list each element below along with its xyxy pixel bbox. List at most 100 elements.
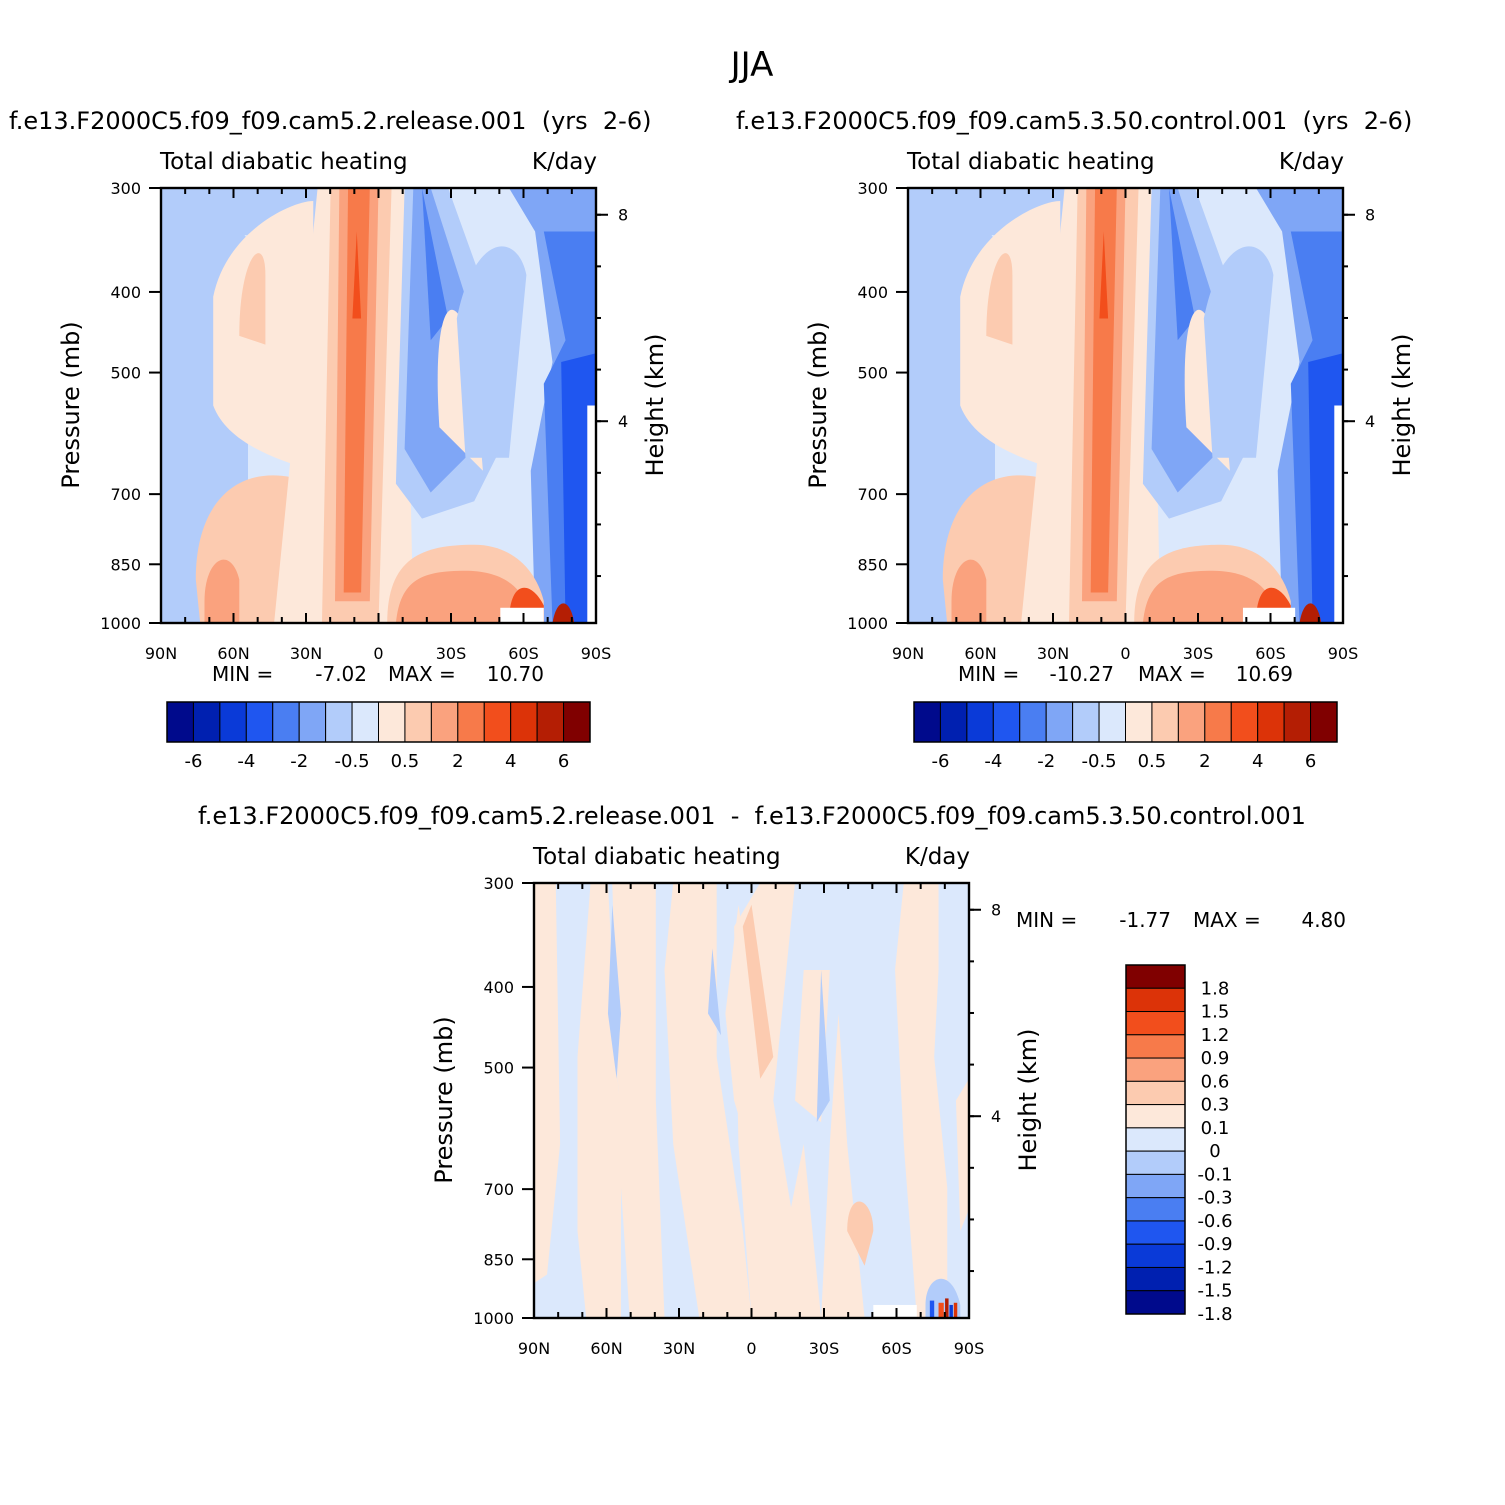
y-axis-label: Pressure (mb) — [57, 321, 85, 488]
colorbar-box — [536, 701, 565, 743]
units-label: K/day — [1279, 149, 1344, 175]
colorbar-box — [1125, 701, 1153, 743]
panel-control-new: f.e13.F2000C5.f09_f09.cam5.3.50.control.… — [736, 107, 1416, 772]
y2-axis-label: Height (km) — [1014, 1029, 1042, 1172]
colorbar-label: -0.5 — [1082, 751, 1117, 772]
x-tick-label: 60N — [217, 644, 249, 663]
y-ticks: 300 400 500 700 850 1000 — [100, 179, 161, 633]
colorbar-box — [325, 701, 353, 743]
colorbar-label: -0.5 — [335, 751, 370, 772]
colorbar-box — [966, 701, 994, 743]
y-axis-label: Pressure (mb) — [804, 321, 832, 488]
colorbar-label: -2 — [290, 751, 308, 772]
x-tick-label: 30N — [1037, 644, 1069, 663]
variable-label: Total diabatic heating — [159, 149, 408, 175]
colorbar-label: 0.9 — [1201, 1048, 1230, 1069]
y-tick-label: 500 — [483, 1059, 514, 1078]
y-tick-label: 300 — [483, 874, 514, 893]
max-value: 10.70 — [487, 662, 544, 686]
max-label: MAX = — [388, 662, 456, 686]
min-value: -10.27 — [1050, 662, 1114, 686]
colorbar-label: -1.5 — [1197, 1281, 1232, 1302]
contour-plot — [908, 188, 1343, 623]
x-tick-label: 30N — [290, 644, 322, 663]
colorbar-label: -0.9 — [1197, 1234, 1232, 1255]
colorbar-box — [245, 701, 274, 743]
colorbar-box — [992, 701, 1021, 743]
colorbar-label: -6 — [184, 751, 202, 772]
y-tick-label: 850 — [483, 1250, 514, 1269]
colorbar-label: 2 — [452, 751, 463, 772]
x-tick-label: 60S — [1255, 644, 1286, 663]
panel-title: f.e13.F2000C5.f09_f09.cam5.2.release.001… — [9, 107, 651, 135]
x-ticks: 90N 60N 30N 0 30S 60S 90S — [145, 188, 611, 663]
colorbar-label: -4 — [237, 751, 255, 772]
colorbar-label: 4 — [1252, 751, 1263, 772]
panel-control-release: f.e13.F2000C5.f09_f09.cam5.2.release.001… — [9, 107, 669, 772]
y-ticks: 300 400 500 700 850 1000 — [473, 874, 534, 1328]
colorbar-box — [430, 701, 459, 743]
colorbar-box — [510, 701, 538, 743]
x-tick-label: 60S — [508, 644, 539, 663]
colorbar-box — [378, 701, 406, 743]
colorbar-box — [1125, 1034, 1186, 1059]
y-tick-label: 700 — [857, 485, 888, 504]
colorbar-label: -1.2 — [1197, 1257, 1232, 1278]
min-label: MIN = — [212, 662, 273, 686]
x-tick-label: 60S — [881, 1339, 912, 1358]
units-label: K/day — [532, 149, 597, 175]
colorbar-box — [939, 701, 968, 743]
y2-tick-label: 8 — [991, 901, 1001, 920]
min-value: -7.02 — [315, 662, 367, 686]
colorbar-label: 0.3 — [1201, 1095, 1230, 1116]
colorbar-box — [1310, 701, 1338, 743]
x-tick-label: 60N — [964, 644, 996, 663]
colorbar-box — [1125, 1104, 1186, 1129]
colorbar-box — [1019, 701, 1047, 743]
colorbar-box — [457, 701, 485, 743]
panel-title: f.e13.F2000C5.f09_f09.cam5.2.release.001… — [198, 802, 1306, 830]
colorbar-label: -2 — [1037, 751, 1055, 772]
colorbar-box — [1125, 964, 1186, 989]
y-tick-label: 500 — [110, 364, 141, 383]
colorbar-box — [219, 701, 247, 743]
colorbar-label: -0.3 — [1197, 1188, 1232, 1209]
y-tick-label: 500 — [857, 364, 888, 383]
y-axis-label: Pressure (mb) — [430, 1016, 458, 1183]
colorbar-box — [1045, 701, 1074, 743]
colorbar-label: 6 — [1305, 751, 1316, 772]
colorbar: -6 -4 -2 -0.5 0.5 2 4 6 — [166, 701, 591, 772]
x-tick-label: 90S — [581, 644, 612, 663]
x-tick-label: 30S — [436, 644, 467, 663]
colorbar-box — [1125, 1150, 1186, 1175]
colorbar-box — [1230, 701, 1259, 743]
colorbar-box — [1283, 701, 1312, 743]
colorbar-label: -4 — [984, 751, 1002, 772]
x-tick-label: 60N — [590, 1339, 622, 1358]
colorbar-label: 6 — [558, 751, 569, 772]
colorbar-box — [351, 701, 379, 743]
variable-label: Total diabatic heating — [906, 149, 1155, 175]
x-tick-label: 0 — [746, 1339, 756, 1358]
x-tick-label: 30S — [1183, 644, 1214, 663]
colorbar-label: 0 — [1209, 1141, 1220, 1162]
y2-ticks: 84 — [596, 206, 628, 578]
colorbar-box — [1125, 1197, 1186, 1222]
variable-label: Total diabatic heating — [532, 844, 781, 870]
y-tick-label: 700 — [483, 1180, 514, 1199]
colorbar-box — [1072, 701, 1100, 743]
colorbar: -6 -4 -2 -0.5 0.5 2 4 6 — [913, 701, 1338, 772]
x-tick-label: 90S — [954, 1339, 985, 1358]
colorbar-box — [1177, 701, 1206, 743]
x-tick-label: 90N — [145, 644, 177, 663]
y2-tick-label: 4 — [1365, 412, 1375, 431]
min-value: -1.77 — [1119, 908, 1171, 932]
colorbar-box — [1125, 1011, 1186, 1036]
colorbar-border — [166, 701, 591, 743]
colorbar-box — [1125, 1266, 1186, 1292]
colorbar-box — [272, 701, 300, 743]
colorbar-box — [298, 701, 327, 743]
colorbar-box — [1125, 1220, 1186, 1245]
colorbar-box — [1125, 987, 1186, 1013]
